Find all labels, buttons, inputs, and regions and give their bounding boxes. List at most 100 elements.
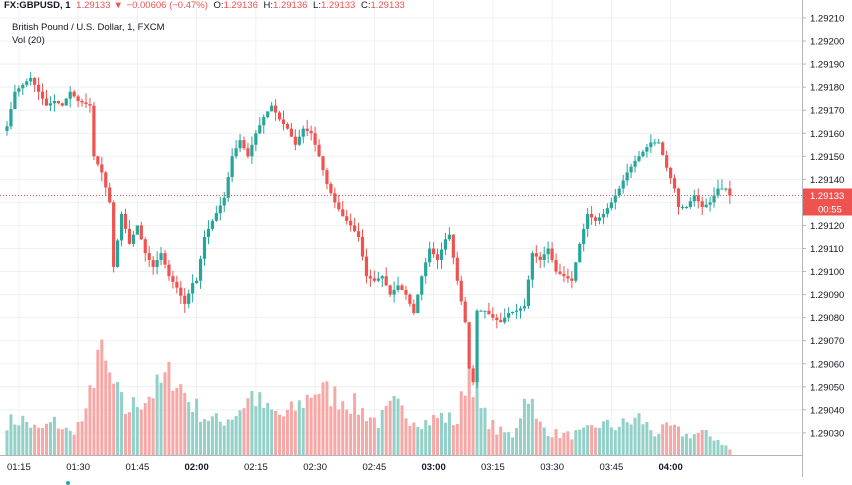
price-axis-label: 1.29070: [810, 336, 844, 347]
candle-body: [84, 102, 88, 105]
volume-bar: [301, 408, 305, 455]
volume-bar: [432, 414, 436, 455]
volume-bar: [677, 426, 680, 455]
candle: [653, 138, 657, 146]
candle: [657, 138, 661, 144]
candle: [84, 93, 88, 108]
candle: [40, 83, 45, 105]
volume-bar: [171, 390, 175, 455]
candle-body: [641, 151, 645, 157]
volume-bar: [195, 398, 199, 455]
candle-body: [222, 197, 226, 206]
candle-body: [392, 289, 396, 295]
candle-body: [191, 283, 195, 294]
candle: [684, 205, 688, 209]
candle: [143, 237, 147, 262]
candle: [439, 242, 444, 269]
candle: [147, 245, 151, 268]
price-axis-label: 1.29150: [810, 152, 844, 163]
volume-bar: [649, 430, 653, 455]
candle-body: [238, 140, 242, 149]
high-value: 1.29136: [273, 0, 308, 11]
volume-bar: [210, 416, 214, 455]
candle-body: [451, 234, 455, 258]
volume-bar: [491, 420, 495, 455]
series-title[interactable]: British Pound / U.S. Dollar, 1, FXCM: [12, 22, 165, 33]
candle: [637, 151, 641, 163]
volume-indicator-label[interactable]: Vol (20): [12, 35, 45, 46]
candle-body: [293, 136, 297, 145]
volume-bar: [542, 427, 546, 455]
volume-bar: [684, 433, 688, 455]
candle-body: [396, 285, 400, 290]
volume-bar: [420, 429, 424, 455]
volume-bar: [392, 395, 396, 455]
candle-body: [289, 128, 293, 137]
candle-body: [270, 105, 274, 112]
candle-body: [412, 303, 416, 314]
candle: [285, 122, 290, 130]
candle-body: [195, 280, 199, 284]
candle-body: [127, 228, 132, 244]
candle: [590, 205, 594, 225]
candle: [37, 77, 41, 101]
volume-bar: [625, 422, 629, 455]
volume-bar: [479, 407, 483, 455]
candle: [72, 89, 76, 98]
volume-bar: [361, 408, 364, 455]
candle-body: [475, 310, 479, 383]
volume-bar: [578, 429, 582, 455]
candle-body: [716, 188, 720, 196]
volume-bar: [9, 414, 13, 455]
price-axis-label: 1.29050: [810, 382, 844, 393]
symbol-label[interactable]: FX:GBPUSD, 1: [4, 0, 71, 11]
candle-body: [206, 228, 211, 237]
close-value: 1.29133: [370, 0, 405, 11]
candle: [135, 225, 139, 235]
candle-body: [254, 133, 258, 145]
volume-bar: [317, 393, 321, 455]
candle-body: [487, 310, 491, 315]
candle: [9, 102, 13, 130]
candle: [554, 253, 558, 275]
candle-body: [574, 262, 578, 281]
candle: [60, 102, 64, 107]
symbol-header: FX:GBPUSD, 1 1.29133 ▼ −0.00606 (−0.47%) …: [4, 0, 408, 12]
time-axis-label: 04:00: [658, 462, 682, 473]
candle-body: [680, 207, 685, 209]
volume-bar: [76, 421, 80, 455]
candle-body: [479, 310, 483, 312]
candle-body: [530, 253, 534, 280]
candle-body: [119, 213, 124, 241]
volume-bar: [92, 388, 96, 455]
candle: [388, 284, 392, 298]
volume-bar: [274, 410, 278, 455]
volume-bar: [372, 417, 376, 455]
volume-bar: [673, 424, 677, 455]
candle-body: [246, 148, 250, 157]
candle-body: [123, 213, 128, 229]
candle-body: [424, 262, 428, 277]
volume-bar: [641, 424, 645, 455]
candle: [187, 289, 191, 309]
candle-body: [601, 213, 606, 218]
candle-body: [724, 188, 728, 190]
volume-bar: [159, 382, 163, 455]
volume-bar: [586, 425, 590, 455]
time-axis-label: 02:15: [244, 462, 268, 473]
candle: [127, 219, 132, 245]
volume-bar: [108, 372, 112, 455]
price-axis-label: 1.29200: [810, 37, 844, 48]
candle-body: [661, 142, 665, 156]
candle: [688, 197, 692, 209]
candle: [175, 275, 179, 294]
volume-bar: [325, 381, 329, 455]
down-arrow-icon: ▼: [113, 0, 123, 11]
volume-bar: [700, 430, 704, 455]
volume-bar: [574, 430, 578, 455]
volume-bar: [258, 392, 262, 455]
volume-bar: [104, 360, 108, 455]
candle-body: [443, 239, 448, 250]
